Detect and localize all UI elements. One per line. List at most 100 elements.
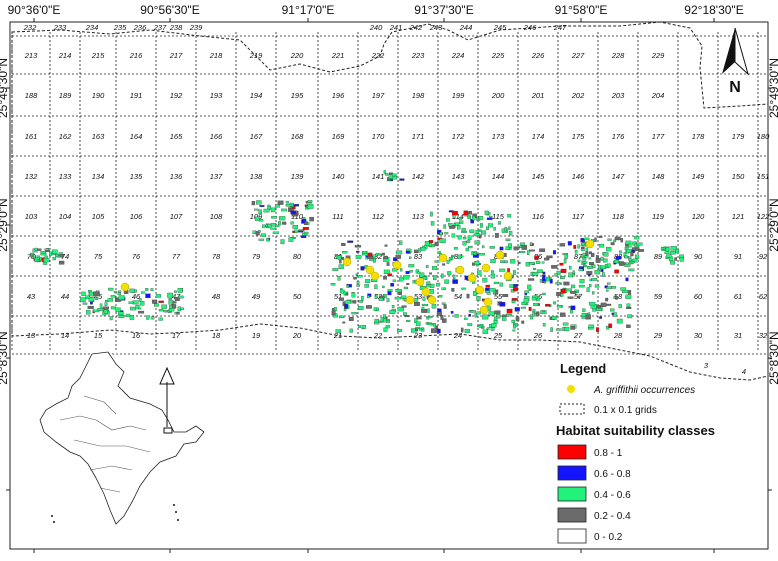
grid-cell-label: 47 [172,292,181,301]
occurrence-point [503,271,513,281]
habitat-patch [570,305,576,311]
grid-cell-label: 111 [332,212,343,221]
occurrence-point [365,265,375,275]
habitat-patch [355,273,359,276]
habitat-patch [129,306,136,311]
habitat-patch [502,294,509,298]
habitat-suitability-patches [30,170,684,334]
habitat-patch [403,286,409,290]
habitat-patch [167,292,173,298]
habitat-patch [444,279,449,284]
habitat-patch [549,278,553,284]
habitat-patch [458,217,462,220]
habitat-patch [620,287,626,291]
habitat-patch [387,291,392,296]
habitat-patch [383,255,388,260]
habitat-patch [254,208,259,211]
classes-title: Habitat suitability classes [556,423,715,438]
right-label-1: 25°49'30"N [767,58,778,118]
habitat-patch [606,286,613,289]
habitat-patch [342,321,346,324]
grid-cell-label: 146 [572,172,585,181]
habitat-patch [534,255,539,260]
habitat-patch [406,283,410,285]
occurrence-point [495,250,505,260]
grid-cell-label: 140 [332,172,345,181]
grid-cell-label: 137 [210,172,223,181]
grid-cell-label: 91 [734,252,742,261]
habitat-patch [487,223,493,228]
habitat-patch [367,252,373,257]
habitat-patch [570,284,576,289]
grid-cell-label: 30 [694,331,703,340]
habitat-patch [598,235,603,238]
habitat-patch [118,315,125,319]
grid-cell-label: 61 [734,292,742,301]
habitat-patch [395,289,402,293]
habitat-patch [482,314,489,320]
grid-cell-label: 103 [25,212,38,221]
habitat-patch [428,240,434,244]
habitat-patch [97,308,103,311]
class-label: 0.8 - 1 [594,448,623,459]
habitat-patch [431,266,438,270]
grid-cell-label: 87 [574,252,583,261]
habitat-patch [499,268,506,272]
habitat-patch [392,279,396,282]
habitat-patch [506,308,513,314]
habitat-patch [559,276,565,280]
habitat-patch [570,291,577,294]
habitat-patch [636,242,643,246]
habitat-patch [529,249,535,252]
grid-cell-label: 192 [170,91,183,100]
grid-cell-label: 52 [374,292,383,301]
habitat-patch [426,316,433,319]
habitat-patch [490,327,495,331]
habitat-patch [461,230,467,233]
grid-cell-label: 167 [250,132,263,141]
habitat-patch [478,216,484,220]
habitat-patch [628,243,632,248]
habitat-patch [118,295,125,300]
habitat-patch [521,320,525,324]
habitat-patch [356,250,360,253]
habitat-patch [447,271,452,276]
habitat-patch [332,268,339,271]
habitat-patch [476,311,481,315]
habitat-patch [82,302,88,305]
occurrence-point [438,253,448,263]
habitat-patch [415,269,419,274]
grid-cell-label: 196 [332,91,345,100]
top-label-6: 92°18'30"E [684,3,743,17]
habitat-patch [467,323,473,326]
habitat-patch [338,264,344,269]
habitat-patch [585,314,591,320]
habitat-patch [138,307,142,310]
habitat-patch [489,288,496,292]
habitat-patch [474,260,480,265]
habitat-patch [462,237,467,240]
grid-cell-label: 51 [334,292,342,301]
habitat-patch [258,238,265,241]
habitat-patch [614,236,621,241]
habitat-patch [391,305,395,309]
habitat-patch [258,209,262,214]
habitat-patch [596,304,601,309]
habitat-patch [177,306,181,312]
habitat-patch [512,329,516,332]
habitat-patch [115,307,121,313]
habitat-patch [408,264,415,268]
habitat-patch [480,230,487,235]
grid-cell-label: 176 [612,132,625,141]
habitat-patch [330,283,336,286]
grid-cell-label: 170 [372,132,385,141]
habitat-patch [477,325,483,328]
grid-cell-label: 201 [531,91,545,100]
habitat-patch [567,241,572,246]
grid-cell-label: 139 [291,172,304,181]
right-label-3: 25°8'30"N [767,331,778,384]
habitat-patch [415,326,421,329]
habitat-patch [634,236,640,240]
habitat-patch [439,238,446,243]
habitat-patch [254,216,260,221]
